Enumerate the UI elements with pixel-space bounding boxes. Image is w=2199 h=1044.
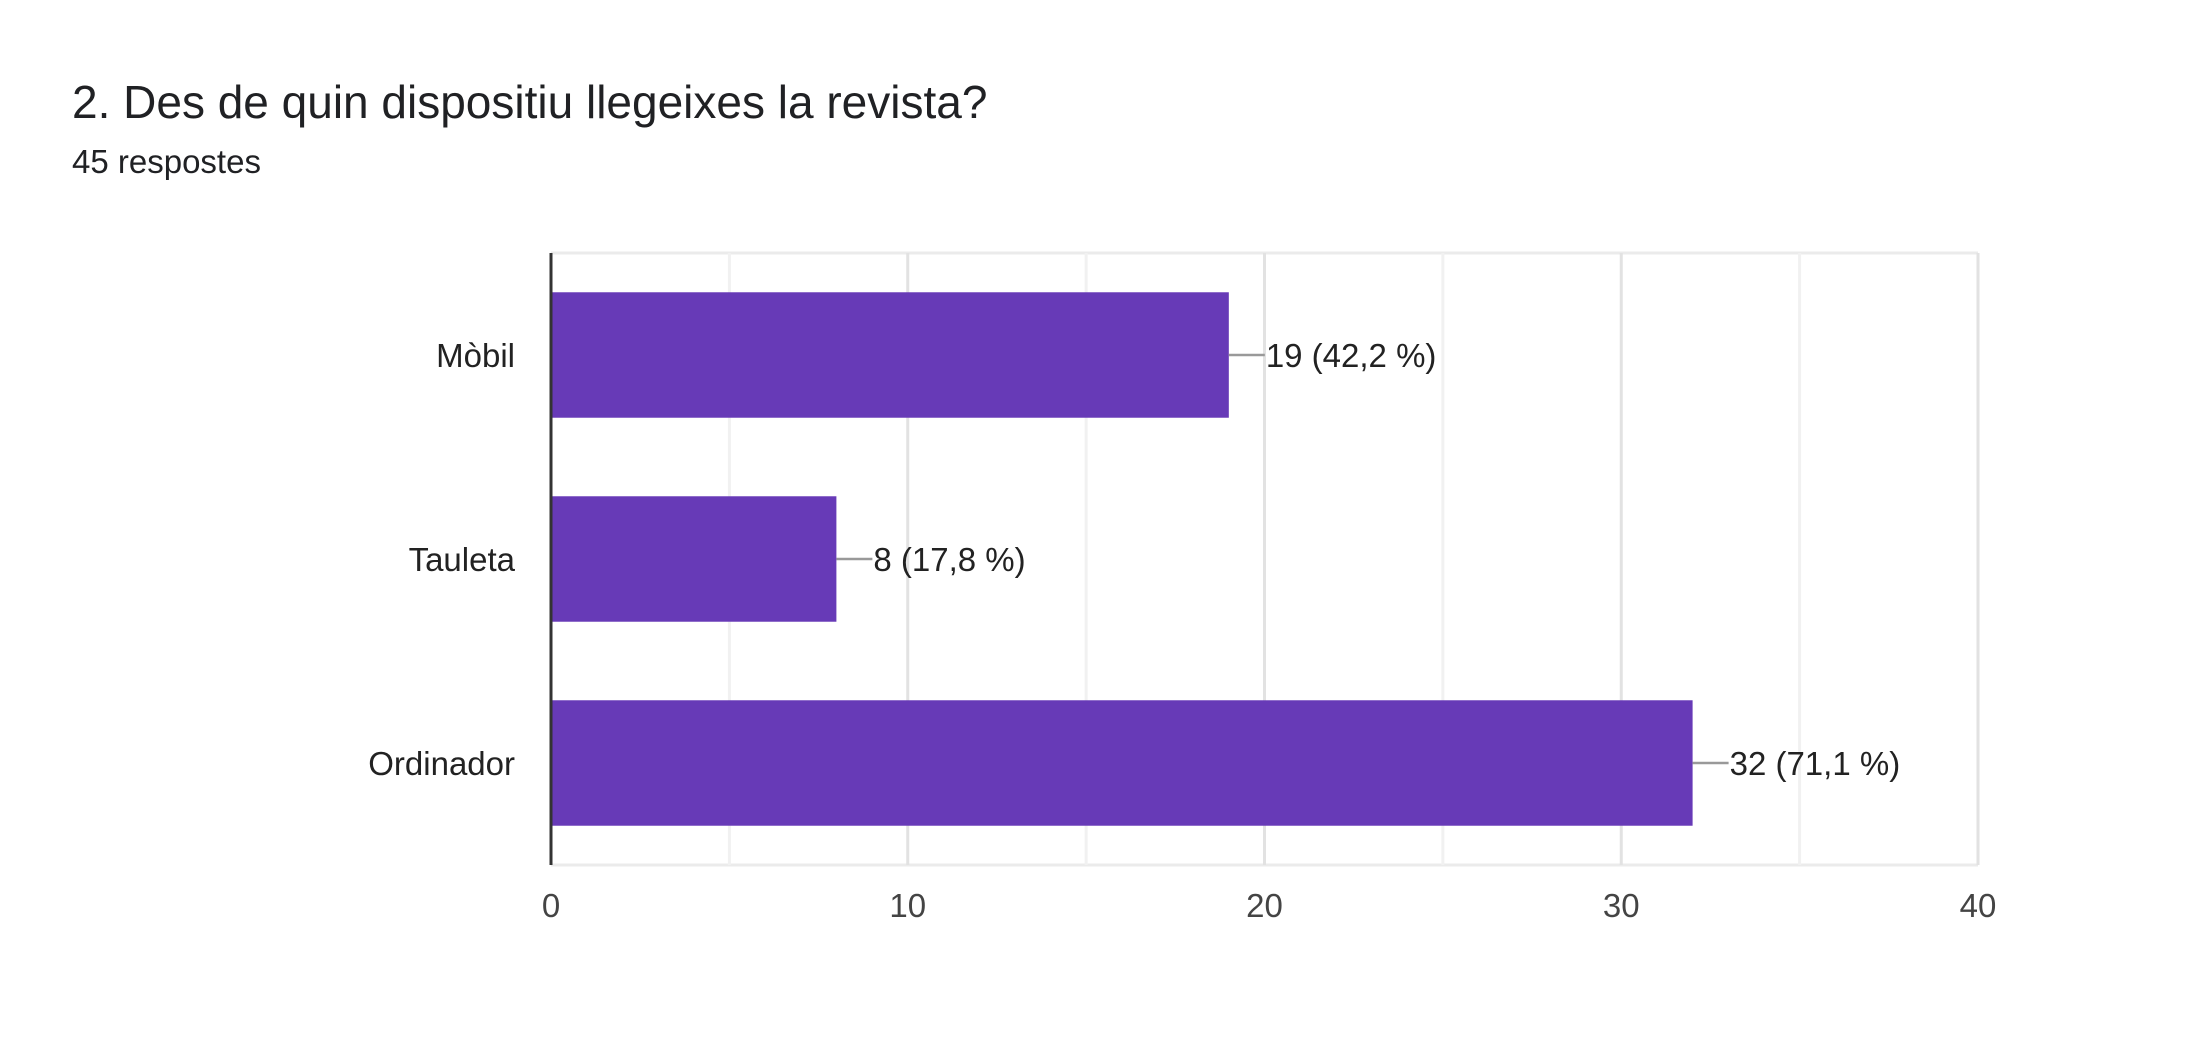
x-tick-label: 20	[1246, 887, 1283, 924]
bar-2	[551, 700, 1693, 826]
response-count: 45 respostes	[72, 143, 261, 180]
data-label: 32 (71,1 %)	[1730, 745, 1901, 782]
x-tick-label: 0	[542, 887, 560, 924]
question-title: 2. Des de quin dispositiu llegeixes la r…	[72, 76, 988, 128]
data-label: 8 (17,8 %)	[873, 541, 1025, 578]
category-label: Tauleta	[409, 541, 516, 578]
question-header: 2. Des de quin dispositiu llegeixes la r…	[72, 72, 987, 184]
category-label: Mòbil	[436, 337, 515, 374]
x-tick-label: 30	[1603, 887, 1640, 924]
data-label: 19 (42,2 %)	[1266, 337, 1437, 374]
x-tick-label: 40	[1960, 887, 1997, 924]
bar-0	[551, 292, 1229, 418]
bar-1	[551, 496, 837, 622]
x-tick-label: 10	[889, 887, 926, 924]
bars	[551, 292, 1693, 826]
category-label: Ordinador	[368, 745, 515, 782]
labels: 19 (42,2 %) Mòbil 8 (17,8 %) Tauleta 32 (71,…	[368, 337, 1996, 924]
